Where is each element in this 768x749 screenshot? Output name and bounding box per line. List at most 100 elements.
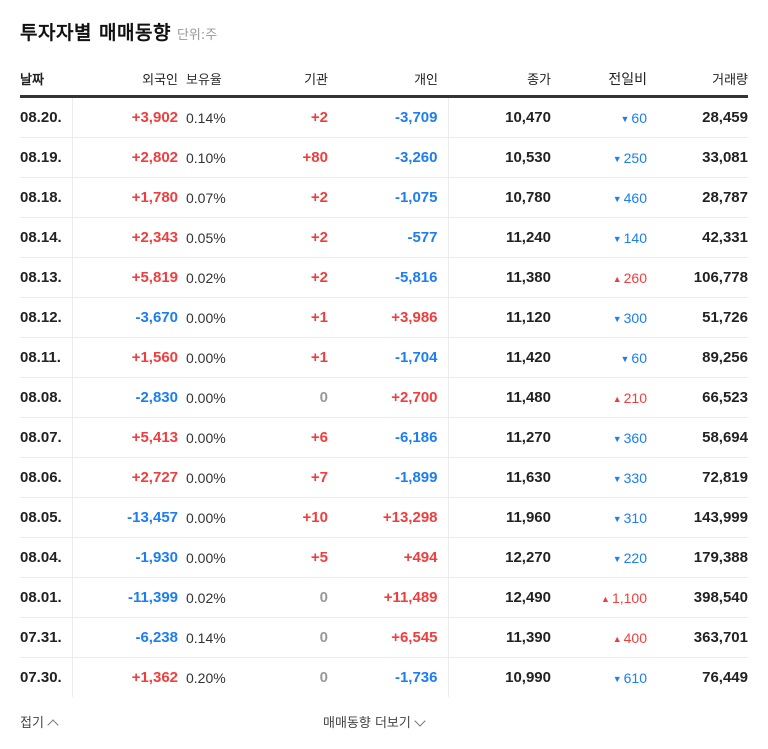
cell-volume: 51,726 xyxy=(647,297,748,338)
table-row: 08.06. +2,727 0.00% +7 -1,899 11,630 ▼ 330 72,81… xyxy=(20,457,748,498)
cell-foreign: +1,780 xyxy=(72,177,186,218)
cell-foreign: +1,362 xyxy=(131,669,178,686)
cell-volume: 28,459 xyxy=(647,96,748,138)
triangle-down-icon: ▼ xyxy=(612,153,622,164)
cell-close: 11,120 xyxy=(448,297,551,338)
triangle-down-icon: ▼ xyxy=(612,433,622,444)
table-row: 08.12. -3,670 0.00% +1 +3,986 11,120 ▼ 300 51,72… xyxy=(20,297,748,338)
cell-foreign: -2,830 xyxy=(72,377,186,418)
table-row: 07.30. +1,362 0.20% 0 -1,736 10,990 ▼ 610 76,449 xyxy=(20,657,748,698)
cell-close: 11,270 xyxy=(448,417,551,458)
table-row: 08.08. -2,830 0.00% 0 +2,700 11,480 ▲ 210 66,523 xyxy=(20,377,748,418)
more-trading-label: 매매동향 더보기 xyxy=(323,716,411,731)
cell-individual: -1,736 xyxy=(328,657,449,697)
cell-volume: 28,787 xyxy=(647,177,748,218)
cell-date: 08.18. xyxy=(20,177,73,218)
cell-foreign: +2,343 xyxy=(72,217,186,258)
cell-ratio: 0.00% xyxy=(186,457,258,498)
cell-institution: +2 xyxy=(258,177,328,218)
change-value: 250 xyxy=(623,149,647,166)
cell-change: ▼ 300 xyxy=(551,297,647,338)
cell-institution: +2 xyxy=(258,217,328,258)
cell-individual: -1,899 xyxy=(328,457,449,498)
cell-ratio: 0.14% xyxy=(186,96,258,138)
cell-ratio: 0.20% xyxy=(186,669,226,686)
cell-ratio: 0.00% xyxy=(186,377,258,418)
triangle-down-icon: ▼ xyxy=(612,513,622,524)
cell-individual: -1,704 xyxy=(328,337,449,378)
cell-close: 10,780 xyxy=(448,177,551,218)
cell-individual: -577 xyxy=(328,217,449,258)
change-value: 460 xyxy=(623,189,647,206)
cell-foreign: -6,238 xyxy=(72,617,186,658)
cell-date: 07.30. xyxy=(20,657,73,697)
change-value: 60 xyxy=(631,109,647,126)
change-value: 400 xyxy=(623,629,647,646)
cell-institution: +10 xyxy=(258,497,328,538)
cell-ratio: 0.00% xyxy=(186,417,258,458)
table-row: 08.01. -11,399 0.02% 0 +11,489 12,490 ▲ 1,100 39… xyxy=(20,577,748,618)
table-row: 08.13. +5,819 0.02% +2 -5,816 11,380 ▲ 260 106,7… xyxy=(20,257,748,298)
cell-close: 11,240 xyxy=(448,217,551,258)
cell-volume: 143,999 xyxy=(647,497,748,538)
cell-institution: 0 xyxy=(258,577,328,618)
cell-change: ▼ 60 xyxy=(551,337,647,378)
cell-individual: +11,489 xyxy=(328,577,449,618)
cell-date: 08.14. xyxy=(20,217,73,258)
triangle-down-icon: ▼ xyxy=(620,113,630,124)
cell-institution: 0 xyxy=(258,617,328,658)
table-row: 08.20. +3,902 0.14% +2 -3,709 10,470 ▼ 60 28,459 xyxy=(20,96,748,138)
cell-date: 08.08. xyxy=(20,377,73,418)
cell-foreign: +3,902 xyxy=(72,96,186,138)
triangle-down-icon: ▼ xyxy=(620,353,630,364)
cell-change: ▼ 250 xyxy=(551,137,647,178)
col-header-individual: 개인 xyxy=(328,62,448,98)
triangle-down-icon: ▼ xyxy=(612,673,622,684)
trading-table: 날짜 외국인 보유율 기관 개인 종가 전일비 거래량 08.20. +3,902… xyxy=(20,62,748,697)
cell-ratio: 0.00% xyxy=(186,537,258,578)
cell-date: 08.01. xyxy=(20,577,73,618)
cell-individual: -1,075 xyxy=(328,177,449,218)
cell-date: 08.11. xyxy=(20,337,73,378)
cell-foreign: -1,930 xyxy=(72,537,186,578)
cell-close: 11,630 xyxy=(448,457,551,498)
cell-foreign: -11,399 xyxy=(72,577,186,618)
change-value: 310 xyxy=(623,509,647,526)
cell-institution: +2 xyxy=(258,96,328,138)
col-header-volume: 거래량 xyxy=(647,62,748,98)
cell-change: ▼ 60 xyxy=(551,96,647,138)
more-trading-button[interactable]: 매매동향 더보기 xyxy=(323,712,426,731)
cell-ratio: 0.10% xyxy=(186,137,258,178)
cell-change: ▲ 210 xyxy=(551,377,647,418)
cell-date: 08.20. xyxy=(20,96,73,138)
cell-change: ▼ 460 xyxy=(551,177,647,218)
col-header-change: 전일비 xyxy=(551,62,647,98)
cell-foreign: +5,413 xyxy=(72,417,186,458)
cell-change: ▼ 610 xyxy=(551,658,647,698)
cell-date: 08.19. xyxy=(20,137,73,178)
cell-date: 07.31. xyxy=(20,617,73,658)
triangle-up-icon: ▲ xyxy=(612,393,622,404)
table-row: 08.05. -13,457 0.00% +10 +13,298 11,960 ▼ 310 14… xyxy=(20,497,748,538)
cell-close: 11,390 xyxy=(448,617,551,658)
triangle-up-icon: ▲ xyxy=(612,633,622,644)
change-value: 610 xyxy=(623,669,647,686)
cell-volume: 363,701 xyxy=(647,617,748,658)
cell-change: ▲ 260 xyxy=(551,257,647,298)
cell-individual: +494 xyxy=(328,537,449,578)
cell-volume: 398,540 xyxy=(647,577,748,618)
cell-volume: 66,523 xyxy=(647,377,748,418)
col-header-institution: 기관 xyxy=(258,62,328,98)
table-row: 08.04. -1,930 0.00% +5 +494 12,270 ▼ 220 179,388 xyxy=(20,537,748,578)
cell-foreign: +5,819 xyxy=(72,257,186,298)
cell-ratio: 0.05% xyxy=(186,217,258,258)
change-value: 300 xyxy=(623,309,647,326)
cell-ratio: 0.00% xyxy=(186,337,258,378)
col-header-close: 종가 xyxy=(448,62,551,98)
cell-date: 08.07. xyxy=(20,417,73,458)
title-row: 투자자별 매매동향 단위:주 xyxy=(20,18,217,45)
triangle-down-icon: ▼ xyxy=(612,193,622,204)
fold-button[interactable]: 접기 xyxy=(20,712,59,731)
change-value: 140 xyxy=(623,229,647,246)
triangle-up-icon: ▲ xyxy=(601,593,610,604)
